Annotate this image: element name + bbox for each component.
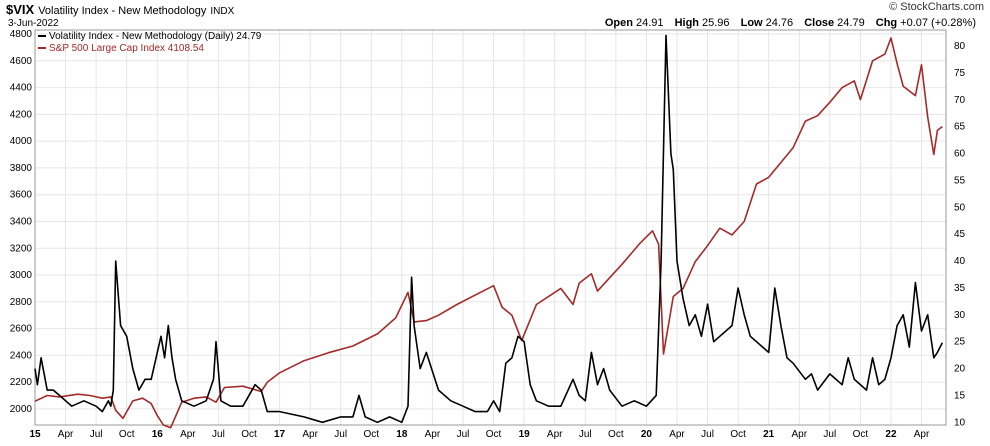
- x-tick-label: Oct: [853, 429, 869, 440]
- x-tick-label: Oct: [363, 429, 379, 440]
- x-tick-label: Apr: [180, 429, 196, 440]
- x-tick-label: Apr: [669, 429, 685, 440]
- right-tick-label: 50: [954, 202, 966, 213]
- right-tick-label: 25: [954, 337, 966, 348]
- close-value: 24.79: [837, 17, 865, 29]
- x-tick-label: Oct: [608, 429, 624, 440]
- right-tick-label: 55: [954, 175, 966, 186]
- x-tick-label: Jul: [212, 429, 225, 440]
- left-tick-label: 3600: [10, 190, 33, 201]
- x-tick-label: 18: [396, 429, 408, 440]
- left-tick-label: 4000: [10, 136, 33, 147]
- right-tick-label: 75: [954, 68, 966, 79]
- right-tick-label: 20: [954, 364, 966, 375]
- x-tick-label: Apr: [914, 429, 930, 440]
- vix-line: [34, 34, 944, 424]
- ohlc-readout: Open 24.91 High 25.96 Low 24.76 Close 24.79 …: [597, 17, 976, 29]
- right-tick-label: 65: [954, 122, 966, 133]
- exchange: INDX: [210, 6, 235, 17]
- x-tick-label: Oct: [241, 429, 257, 440]
- right-tick-label: 35: [954, 283, 966, 294]
- legend: Volatility Index - New Methodology (Dail…: [38, 31, 261, 55]
- legend-vix: Volatility Index - New Methodology (Dail…: [38, 31, 261, 43]
- plot-frame: [34, 29, 947, 426]
- right-tick-label: 10: [954, 417, 966, 428]
- low-label: Low: [740, 17, 763, 29]
- left-tick-label: 2000: [10, 404, 33, 415]
- x-tick-label: Apr: [302, 429, 318, 440]
- left-tick-label: 3000: [10, 270, 33, 281]
- left-tick-label: 4400: [10, 83, 33, 94]
- x-tick-label: Jul: [334, 429, 347, 440]
- left-tick-label: 3200: [10, 243, 33, 254]
- chg-label: Chg: [875, 17, 898, 29]
- left-tick-label: 4600: [10, 56, 33, 67]
- left-tick-label: 3800: [10, 163, 33, 174]
- right-tick-label: 45: [954, 229, 966, 240]
- legend-vix-swatch: [38, 35, 46, 38]
- x-tick-label: Apr: [58, 429, 74, 440]
- right-tick-label: 30: [954, 310, 966, 321]
- x-tick-label: Jul: [90, 429, 103, 440]
- legend-spx-swatch: [38, 47, 46, 50]
- symbol-name: Volatility Index - New Methodology: [38, 5, 207, 17]
- chart-title: $VIX Volatility Index - New Methodology IN…: [6, 2, 234, 17]
- x-tick-label: Oct: [119, 429, 135, 440]
- x-tick-label: 21: [763, 429, 775, 440]
- left-tick-label: 3400: [10, 216, 33, 227]
- open-label: Open: [604, 17, 633, 29]
- x-tick-label: Jul: [823, 429, 836, 440]
- x-tick-label: 17: [274, 429, 286, 440]
- brand-label: © StockCharts.com: [889, 1, 984, 13]
- chg-value: +0.07 (+0.28%): [900, 17, 976, 29]
- symbol: $VIX: [6, 2, 35, 17]
- x-tick-label: 22: [885, 429, 897, 440]
- x-tick-label: Oct: [730, 429, 746, 440]
- left-tick-label: 4800: [10, 29, 33, 40]
- close-label: Close: [804, 17, 835, 29]
- chart-date: 3-Jun-2022: [8, 18, 59, 29]
- x-tick-label: Apr: [425, 429, 441, 440]
- right-tick-label: 40: [954, 256, 966, 267]
- x-tick-label: Jul: [457, 429, 470, 440]
- x-tick-label: 20: [641, 429, 653, 440]
- left-tick-label: 4200: [10, 109, 33, 120]
- legend-vix-label: Volatility Index - New Methodology (Dail…: [49, 31, 262, 42]
- x-tick-label: Apr: [547, 429, 563, 440]
- x-tick-label: Oct: [486, 429, 502, 440]
- right-tick-label: 15: [954, 390, 966, 401]
- left-tick-label: 2600: [10, 324, 33, 335]
- x-tick-label: 15: [29, 429, 41, 440]
- left-tick-label: 2200: [10, 377, 33, 388]
- right-tick-label: 60: [954, 149, 966, 160]
- x-tick-label: Apr: [791, 429, 807, 440]
- open-value: 24.91: [635, 17, 664, 29]
- legend-spx-label: S&P 500 Large Cap Index 4108.54: [49, 43, 204, 54]
- x-tick-label: Jul: [579, 429, 592, 440]
- legend-spx: S&P 500 Large Cap Index 4108.54: [38, 43, 261, 55]
- left-tick-label: 2400: [10, 350, 33, 361]
- x-tick-label: Jul: [701, 429, 714, 440]
- right-tick-label: 70: [954, 95, 966, 106]
- high-value: 25.96: [702, 17, 730, 29]
- high-label: High: [674, 17, 700, 29]
- low-value: 24.76: [765, 17, 794, 29]
- x-tick-label: 16: [152, 429, 164, 440]
- left-tick-label: 2800: [10, 297, 33, 308]
- right-tick-label: 80: [954, 41, 966, 52]
- spx-line: [34, 37, 943, 429]
- x-tick-label: 19: [519, 429, 531, 440]
